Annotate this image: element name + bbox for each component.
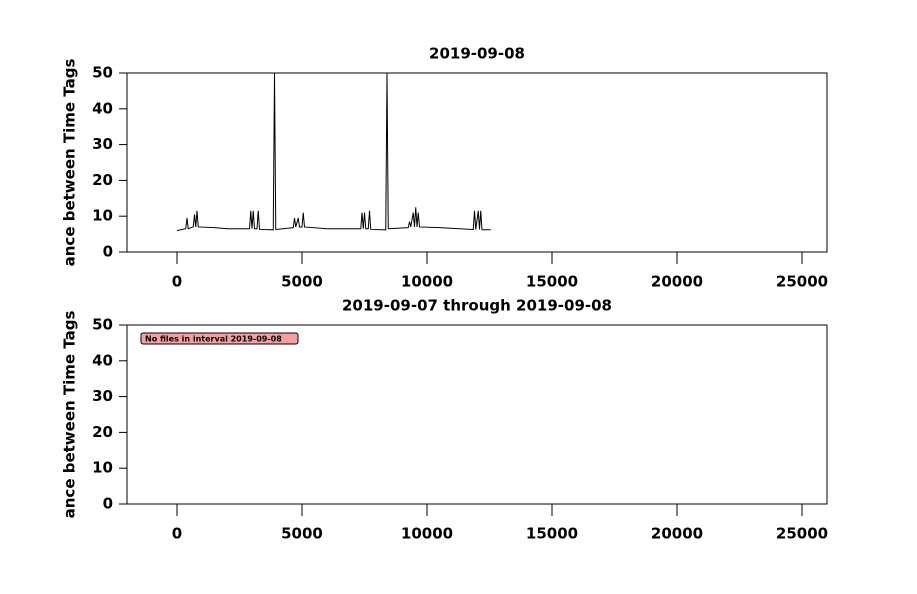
data-line — [176, 72, 491, 232]
y-tick-label: 20 — [92, 171, 113, 189]
annotation-box — [140, 332, 299, 345]
y-axis-label: ance between Time Tags — [61, 59, 79, 267]
y-tick-label: 20 — [92, 423, 113, 441]
y-tick-label: 30 — [92, 135, 113, 153]
y-tick-label: 50 — [92, 64, 113, 82]
y-tick-label: 40 — [92, 99, 113, 117]
y-tick-label: 0 — [103, 243, 113, 261]
y-tick-label: 50 — [92, 316, 113, 334]
y-tick-label: 30 — [92, 387, 113, 405]
x-tick-label: 15000 — [526, 273, 578, 291]
x-tick-label: 10000 — [401, 525, 453, 543]
x-tick-label: 20000 — [651, 273, 703, 291]
y-tick-label: 10 — [92, 207, 113, 225]
annotation: No files in interval 2019-09-08 — [140, 332, 299, 345]
x-tick-label: 5000 — [281, 273, 323, 291]
x-tick-label: 0 — [172, 273, 182, 291]
x-tick-label: 5000 — [281, 525, 323, 543]
chart-title: 2019-09-08 — [429, 45, 525, 63]
y-tick-label: 0 — [103, 495, 113, 513]
y-tick-label: 10 — [92, 459, 113, 477]
x-tick-label: 10000 — [401, 273, 453, 291]
x-tick-label: 15000 — [526, 525, 578, 543]
x-tick-label: 25000 — [776, 525, 828, 543]
x-tick-label: 0 — [172, 525, 182, 543]
y-tick-label: 40 — [92, 351, 113, 369]
y-axis-label: ance between Time Tags — [61, 311, 79, 519]
x-tick-label: 20000 — [651, 525, 703, 543]
annotation-text: No files in interval 2019-09-08 — [145, 335, 282, 344]
x-tick-label: 25000 — [776, 273, 828, 291]
plot-frame — [126, 72, 828, 253]
plot-frame — [126, 324, 828, 505]
chart-title: 2019-09-07 through 2019-09-08 — [342, 297, 612, 315]
